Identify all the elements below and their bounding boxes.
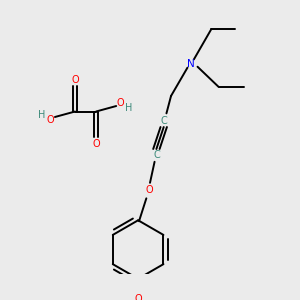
Text: N: N (187, 59, 195, 69)
Text: O: O (117, 98, 124, 108)
Text: C: C (153, 150, 160, 161)
Text: H: H (38, 110, 46, 120)
Text: O: O (134, 294, 142, 300)
Text: O: O (145, 185, 153, 195)
Text: O: O (71, 74, 79, 85)
Text: O: O (46, 115, 54, 125)
Text: C: C (160, 116, 167, 126)
Text: O: O (92, 139, 100, 148)
Text: H: H (125, 103, 133, 113)
